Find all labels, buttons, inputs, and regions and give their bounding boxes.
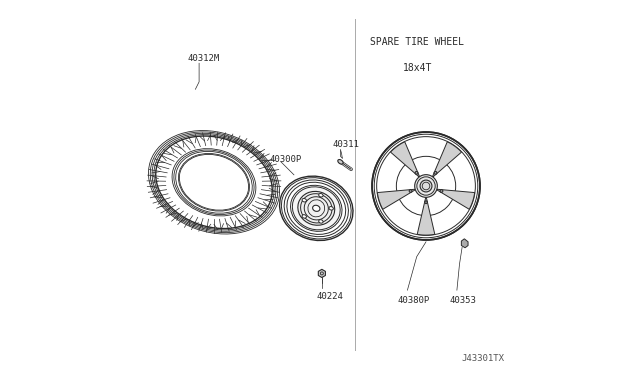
Polygon shape xyxy=(417,197,435,235)
Text: 40300P: 40300P xyxy=(269,155,301,164)
Polygon shape xyxy=(318,269,325,278)
Ellipse shape xyxy=(434,171,437,174)
Text: 40380P: 40380P xyxy=(397,296,429,305)
Text: 40353: 40353 xyxy=(449,296,476,305)
Ellipse shape xyxy=(420,180,432,192)
Ellipse shape xyxy=(179,154,248,210)
Ellipse shape xyxy=(424,201,428,203)
Ellipse shape xyxy=(292,187,340,230)
Text: 40311: 40311 xyxy=(332,140,359,149)
Ellipse shape xyxy=(372,132,480,240)
Ellipse shape xyxy=(302,199,307,202)
Ellipse shape xyxy=(415,171,418,174)
Polygon shape xyxy=(436,189,475,209)
Ellipse shape xyxy=(415,175,437,197)
Ellipse shape xyxy=(329,206,333,210)
Ellipse shape xyxy=(338,160,343,164)
Text: 18x4T: 18x4T xyxy=(403,62,433,73)
Ellipse shape xyxy=(319,220,323,223)
Ellipse shape xyxy=(319,193,323,197)
Polygon shape xyxy=(390,142,420,177)
Polygon shape xyxy=(433,142,461,177)
Text: J43301TX: J43301TX xyxy=(461,354,504,363)
Text: 40312M: 40312M xyxy=(187,54,220,63)
Ellipse shape xyxy=(298,191,335,225)
Ellipse shape xyxy=(409,189,412,192)
Polygon shape xyxy=(461,239,468,248)
Polygon shape xyxy=(378,189,415,209)
Text: 40224: 40224 xyxy=(316,292,343,301)
Ellipse shape xyxy=(312,205,320,211)
Ellipse shape xyxy=(302,215,307,218)
Ellipse shape xyxy=(304,197,328,220)
Text: SPARE TIRE WHEEL: SPARE TIRE WHEEL xyxy=(370,36,464,46)
Ellipse shape xyxy=(440,189,443,192)
